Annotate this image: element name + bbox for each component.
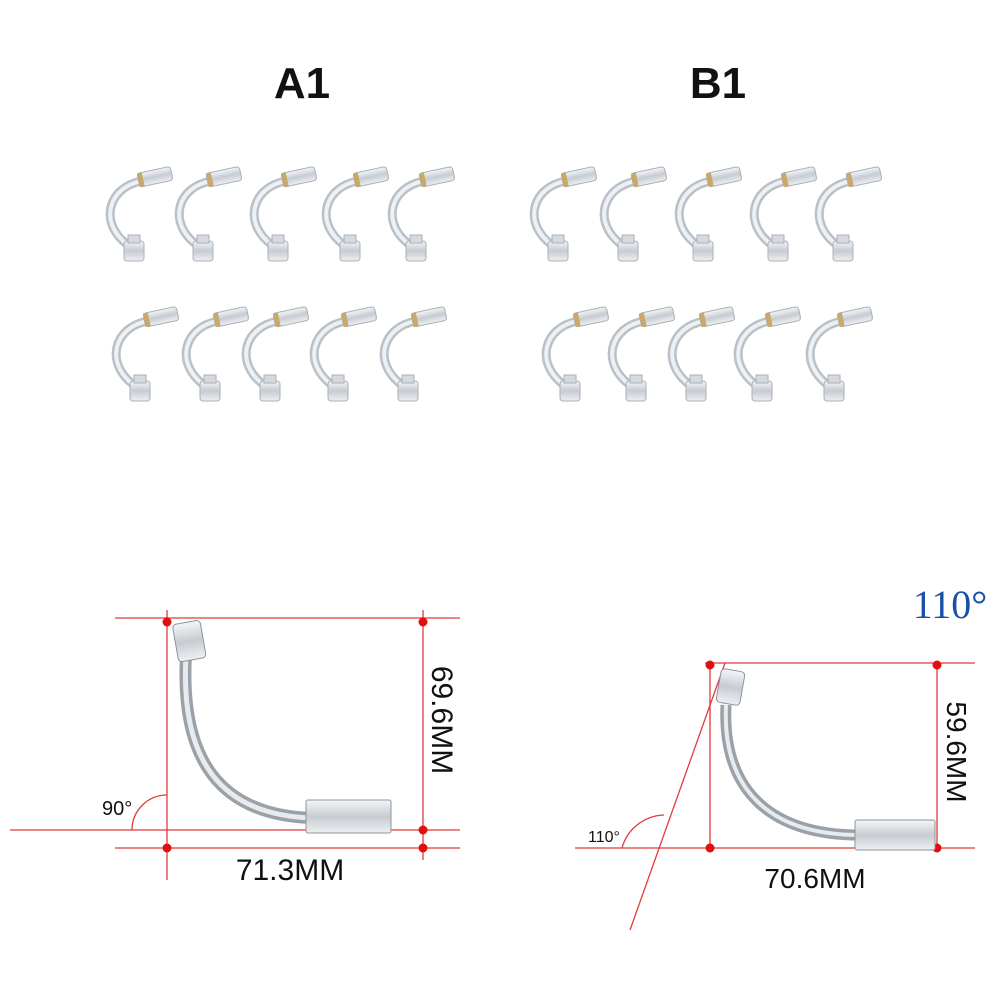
diagram-a: 90° 71.3MM 69.6MM <box>10 610 460 887</box>
width-label: 70.6MM <box>764 863 865 894</box>
diagram-b: 110° 110° 70.6MM 59.6MM <box>575 582 988 931</box>
height-label: 69.6MM <box>425 666 458 774</box>
width-label: 71.3MM <box>236 854 344 887</box>
noodle-set-b <box>534 166 882 401</box>
angle-heading: 110° <box>913 582 988 627</box>
noodle-set-a <box>110 166 455 401</box>
group-label: A1 <box>274 59 330 108</box>
angle-label: 110° <box>588 829 620 846</box>
angle-label: 90° <box>102 798 132 820</box>
group-label: B1 <box>690 59 746 108</box>
height-label: 59.6MM <box>941 701 972 802</box>
